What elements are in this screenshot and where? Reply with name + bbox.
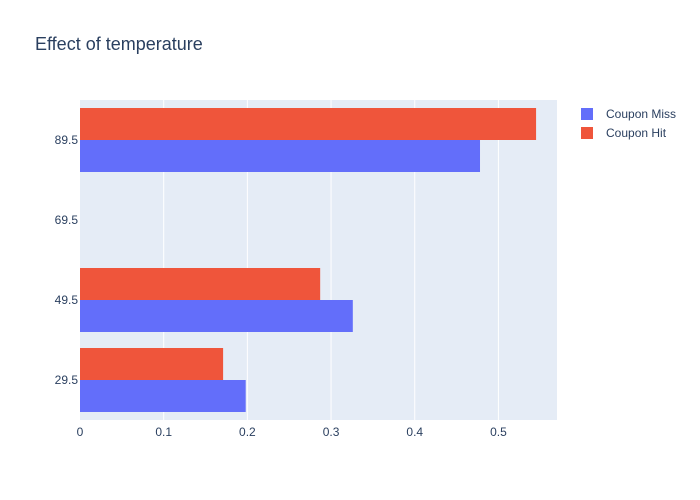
x-tick-label: 0.1 bbox=[155, 425, 172, 439]
bar-coupon-miss-29-5[interactable] bbox=[80, 380, 246, 412]
x-tick-label: 0.5 bbox=[490, 425, 507, 439]
bar-coupon-hit-49-5[interactable] bbox=[80, 268, 321, 300]
bars bbox=[80, 108, 537, 412]
x-tick-label: 0.4 bbox=[406, 425, 423, 439]
y-tick-label: 89.5 bbox=[55, 133, 79, 147]
y-axis-ticks: 29.5 49.5 69.5 89.5 bbox=[55, 133, 79, 387]
bar-coupon-miss-49-5[interactable] bbox=[80, 300, 353, 332]
legend-swatch bbox=[581, 127, 593, 139]
y-tick-label: 69.5 bbox=[55, 213, 79, 227]
legend-label: Coupon Miss bbox=[606, 107, 676, 121]
bar-coupon-hit-29-5[interactable] bbox=[80, 348, 224, 380]
chart-title: Effect of temperature bbox=[35, 34, 203, 54]
legend[interactable]: Coupon Miss Coupon Hit bbox=[581, 107, 676, 140]
x-tick-label: 0 bbox=[77, 425, 84, 439]
x-axis-ticks: 0 0.1 0.2 0.3 0.4 0.5 bbox=[77, 425, 507, 439]
legend-swatch bbox=[581, 108, 593, 120]
bar-coupon-miss-89-5[interactable] bbox=[80, 140, 481, 172]
bar-coupon-hit-89-5[interactable] bbox=[80, 108, 537, 140]
x-tick-label: 0.2 bbox=[239, 425, 256, 439]
legend-item-coupon-miss[interactable]: Coupon Miss bbox=[581, 107, 676, 121]
x-tick-label: 0.3 bbox=[323, 425, 340, 439]
legend-label: Coupon Hit bbox=[606, 126, 667, 140]
y-tick-label: 49.5 bbox=[55, 293, 79, 307]
y-tick-label: 29.5 bbox=[55, 373, 79, 387]
legend-item-coupon-hit[interactable]: Coupon Hit bbox=[581, 126, 667, 140]
